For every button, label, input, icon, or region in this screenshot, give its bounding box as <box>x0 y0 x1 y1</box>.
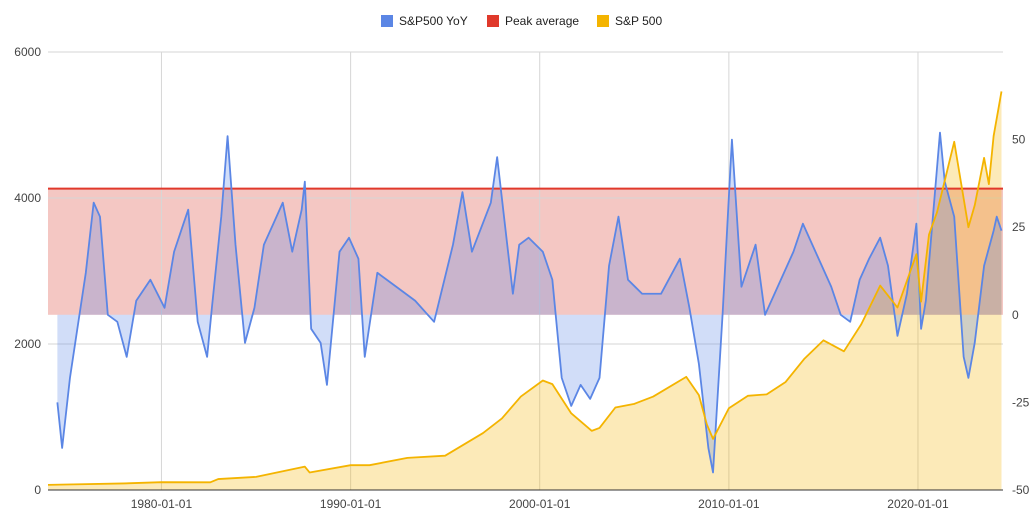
axes-layer: 0 2000 4000 6000 -50 -25 0 25 50 1980-01-01 1990-0… <box>14 45 1029 511</box>
y-right-tick-label-2: 0 <box>1012 308 1019 322</box>
band-0 <box>48 188 1003 315</box>
bands-layer <box>48 188 1003 315</box>
x-tick-label-0: 1980-01-01 <box>131 497 193 511</box>
lines-layer <box>47 91 1003 486</box>
x-tick-label-2: 2000-01-01 <box>509 497 571 511</box>
y-left-tick-label-2: 4000 <box>14 191 41 205</box>
y-right-tick-label-3: 25 <box>1012 220 1026 234</box>
legend-swatch-yoy <box>381 15 393 27</box>
legend-swatch-peak <box>487 15 499 27</box>
legend-item-sp500[interactable]: S&P 500 <box>597 14 662 28</box>
yoy-area-layer <box>57 132 1002 473</box>
y-right-tick-label-1: -25 <box>1012 395 1030 409</box>
y-right-tick-label-0: -50 <box>1012 483 1030 497</box>
sp500-area <box>48 91 1002 491</box>
x-tick-label-3: 2010-01-01 <box>698 497 760 511</box>
legend-label-peak: Peak average <box>505 14 579 28</box>
yoy-line <box>56 131 1003 474</box>
x-tick-label-1: 1990-01-01 <box>320 497 382 511</box>
y-left-tick-label-1: 2000 <box>14 337 41 351</box>
legend-swatch-sp500 <box>597 15 609 27</box>
legend-item-peak[interactable]: Peak average <box>487 14 579 28</box>
y-left-tick-label-0: 0 <box>34 483 41 497</box>
legend-label-yoy: S&P500 YoY <box>399 14 468 28</box>
x-tick-label-4: 2020-01-01 <box>887 497 949 511</box>
legend-item-yoy[interactable]: S&P500 YoY <box>381 14 468 28</box>
y-left-tick-label-3: 6000 <box>14 45 41 59</box>
sp500-area-layer <box>48 91 1002 491</box>
yoy-area <box>57 132 1002 473</box>
legend-label-sp500: S&P 500 <box>615 14 662 28</box>
y-right-tick-label-4: 50 <box>1012 133 1026 147</box>
legend: S&P500 YoY Peak average S&P 500 <box>381 14 662 28</box>
sp500-line <box>47 91 1003 486</box>
